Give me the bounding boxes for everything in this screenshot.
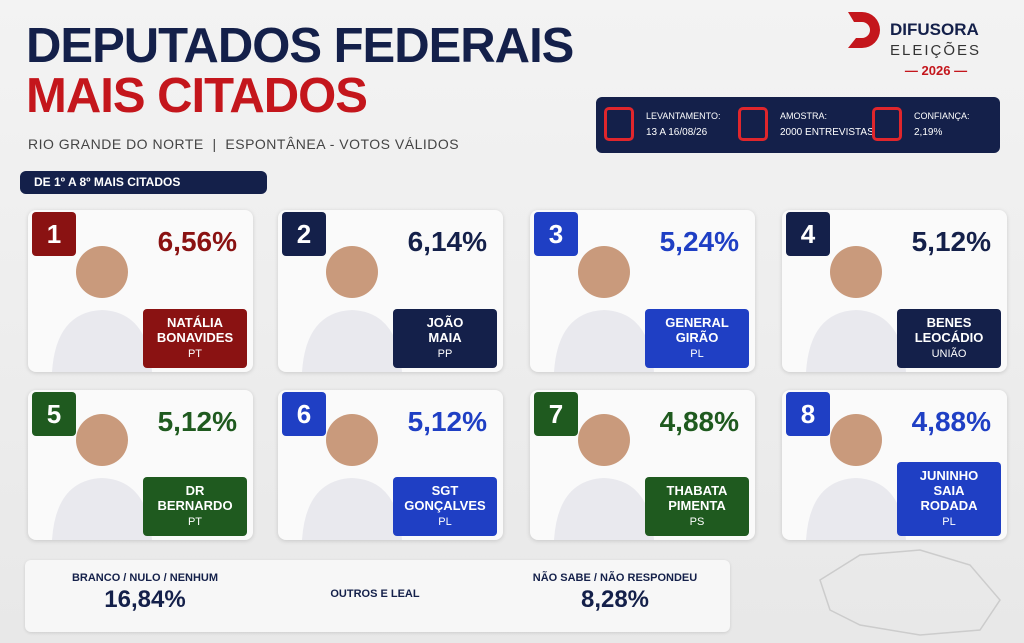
candidate-card: 1 6,56% NATÁLIA BONAVIDES PT: [28, 210, 253, 372]
candidate-card: 2 6,14% JOÃO MAIA PP: [278, 210, 503, 372]
name-line: MAIA: [428, 330, 462, 345]
brand-name: DIFUSORA: [890, 20, 979, 39]
rank-badge: 8: [786, 392, 830, 436]
bottom-value: 8,28%: [580, 586, 650, 613]
party: PP: [437, 348, 453, 360]
photo: [52, 414, 152, 540]
map: [819, 549, 1001, 636]
bottom-item: BRANCO / NULO / NENHUM 16,84%: [45, 572, 245, 614]
info-value: 13 A 16/08/26: [646, 127, 708, 138]
rank-badge: 3: [534, 212, 578, 256]
photo: [806, 414, 906, 540]
info-icon: [604, 107, 634, 141]
title-highlight: MAIS CITADOS: [26, 69, 368, 123]
bottom-label: OUTROS E LEAL: [330, 588, 420, 600]
name-line: RODADA: [920, 498, 978, 513]
name-line: DR: [185, 483, 205, 498]
percent: 5,12%: [911, 226, 991, 257]
party: PL: [438, 516, 452, 528]
photo: [302, 246, 402, 372]
name-box: DR BERNARDO PT: [143, 477, 247, 536]
bottom-box: BRANCO / NULO / NENHUM 16,84% OUTROS E LEA…: [25, 560, 730, 632]
candidate-card: 5 5,12% DR BERNARDO PT: [28, 390, 253, 540]
party: UNIÃO: [931, 348, 967, 360]
name-box: BENES LEOCÁDIO UNIÃO: [897, 309, 1001, 368]
name-line: PIMENTA: [668, 498, 726, 513]
brand-sub: ELEIÇÕES: [890, 42, 982, 59]
name-box: JUNINHO SAIA RODADA PL: [897, 462, 1001, 536]
logo-icon: [848, 12, 880, 48]
candidate-card: 7 4,88% THABATA PIMENTA PS: [530, 390, 755, 540]
subtitle: RIO GRANDE DO NORTE | ESPONTÂNEA - VOTOS…: [28, 136, 460, 152]
percent: 4,88%: [911, 406, 991, 437]
name-line: NATÁLIA: [166, 315, 224, 330]
candidate-card: 3 5,24% GENERAL GIRÃO PL: [530, 210, 755, 372]
candidate-card: 4 5,12% BENES LEOCÁDIO UNIÃO: [782, 210, 1007, 372]
name-box: NATÁLIA BONAVIDES PT: [143, 309, 247, 368]
name-line: LEOCÁDIO: [914, 330, 984, 345]
rank-badge: 4: [786, 212, 830, 256]
photo: [806, 246, 906, 372]
name-line: THABATA: [666, 483, 728, 498]
name-box: THABATA PIMENTA PS: [645, 477, 749, 536]
bottom-value: 16,84%: [104, 586, 186, 613]
candidate-card: 8 4,88% JUNINHO SAIA RODADA PL: [782, 390, 1007, 540]
party: PT: [187, 348, 203, 360]
percent: 5,12%: [157, 406, 237, 437]
name-line: BENES: [926, 315, 972, 330]
photo: [554, 414, 654, 540]
info-value: 2,19%: [914, 127, 943, 138]
percent: 5,24%: [659, 226, 739, 257]
info-label: LEVANTAMENTO:: [646, 111, 721, 121]
name-line: GIRÃO: [675, 330, 719, 345]
info-value: 2000 ENTREVISTAS: [780, 127, 874, 138]
section-tag: DE 1º A 8º MAIS CITADOS: [20, 171, 267, 194]
rank-badge: 2: [282, 212, 326, 256]
name-box: GENERAL GIRÃO PL: [645, 309, 749, 368]
info-label: CONFIANÇA:: [914, 111, 970, 121]
info-box: LEVANTAMENTO: 13 A 16/08/26 AMOSTRA: 2000 E…: [596, 97, 1000, 153]
bottom-label: BRANCO / NULO / NENHUM: [71, 572, 219, 584]
name-line: SGT: [431, 483, 459, 498]
bottom-label: NÃO SABE / NÃO RESPONDEU: [532, 572, 698, 584]
rank-badge: 7: [534, 392, 578, 436]
bottom-item: NÃO SABE / NÃO RESPONDEU 8,28%: [525, 572, 705, 614]
name-line: GENERAL: [665, 315, 729, 330]
brand-year-text: 2026: [921, 63, 951, 78]
rank-badge: 5: [32, 392, 76, 436]
name-line: JUNINHO: [919, 468, 979, 483]
percent: 6,14%: [407, 226, 487, 257]
info-icon: [872, 107, 902, 141]
rank-badge: 6: [282, 392, 326, 436]
name-line: GONÇALVES: [404, 498, 486, 513]
candidate-card: 6 5,12% SGT GONÇALVES PL: [278, 390, 503, 540]
name-line: SAIA: [933, 483, 965, 498]
name-box: JOÃO MAIA PP: [393, 309, 497, 368]
name-line: BONAVIDES: [156, 330, 234, 345]
name-box: SGT GONÇALVES PL: [393, 477, 497, 536]
percent: 4,88%: [659, 406, 739, 437]
party: PL: [942, 516, 956, 528]
percent: 6,56%: [157, 226, 237, 257]
brand-year: — 2026 —: [904, 63, 968, 78]
photo: [52, 246, 152, 372]
info-label: AMOSTRA:: [780, 111, 828, 121]
name-line: BERNARDO: [157, 498, 233, 513]
info-icon: [738, 107, 768, 141]
party: PL: [690, 348, 704, 360]
rank-badge: 1: [32, 212, 76, 256]
title: DEPUTADOS FEDERAIS: [26, 19, 574, 73]
name-line: JOÃO: [426, 315, 464, 330]
party: PT: [187, 516, 203, 528]
party: PS: [689, 516, 705, 528]
photo: [554, 246, 654, 372]
bottom-item: OUTROS E LEAL: [275, 588, 475, 600]
photo: [302, 414, 402, 540]
percent: 5,12%: [407, 406, 487, 437]
